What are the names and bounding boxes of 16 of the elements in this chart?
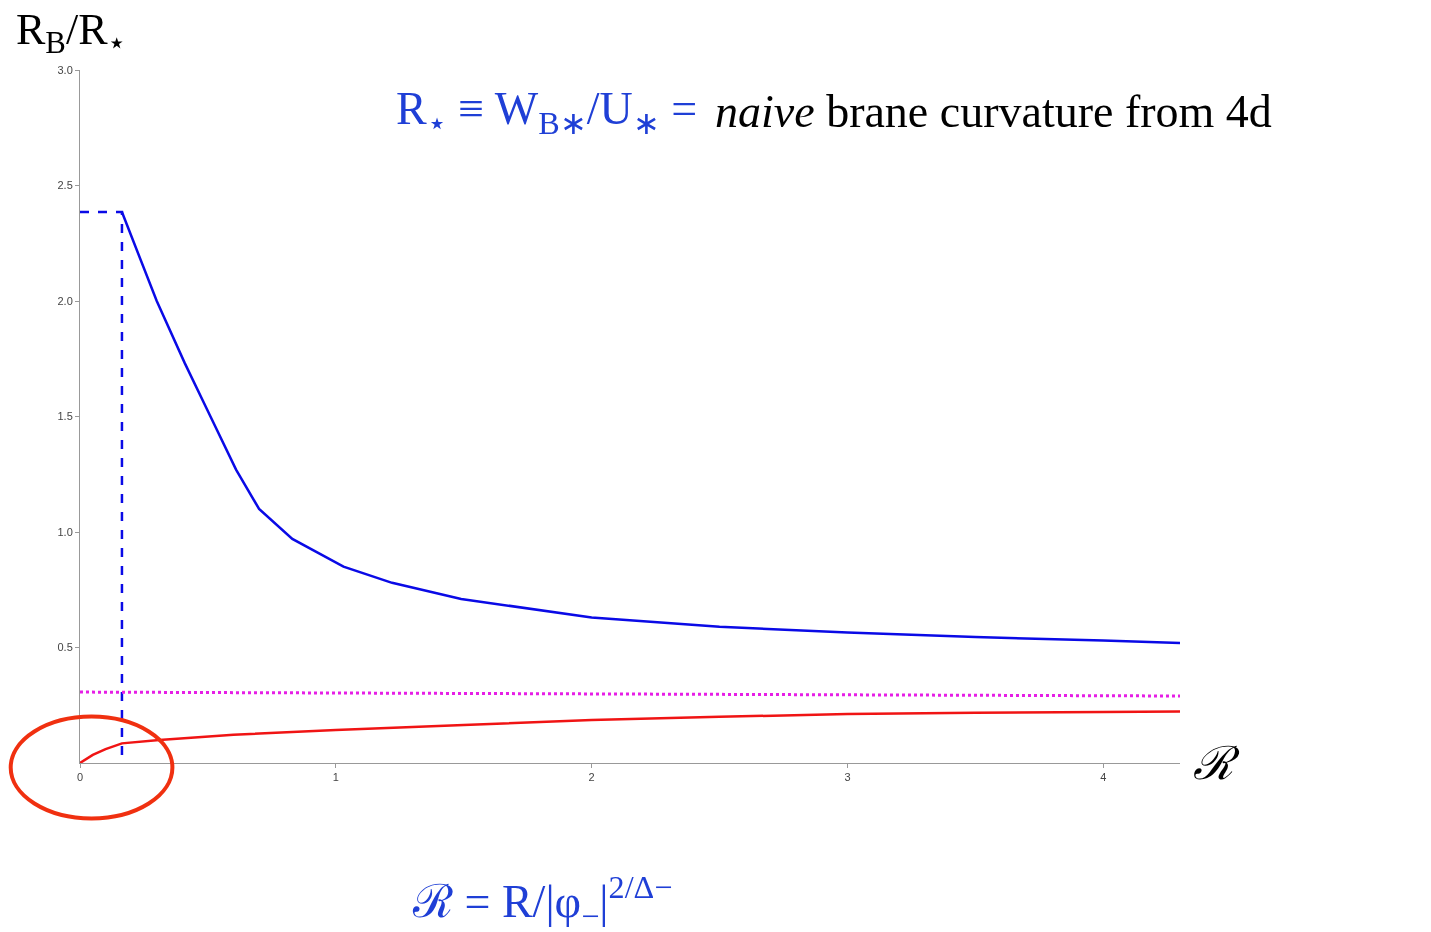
annotation: naive brane curvature from 4d (715, 86, 1272, 137)
annotation: R$_{⋆}$ ≡ W$_{B∗}$/U$_{∗}$ = (396, 83, 698, 141)
y-tick-label: 1.0 (57, 525, 73, 538)
x-tick-label: 4 (1100, 771, 1107, 784)
y-tick-label: 2.5 (57, 179, 73, 192)
y-tick-label: 3.0 (57, 63, 73, 76)
y-tick-label: 2.0 (57, 294, 73, 307)
text: ℛ = R/|φ$_{−}$|$^{2/Δ−}$ (412, 869, 673, 932)
x-axis-title: ℛ (1193, 738, 1240, 789)
y-axis-title: R$_{B}$/R$_{⋆}$ (16, 5, 127, 61)
y-tick-label: 1.5 (57, 410, 73, 423)
y-tick-label: 0.5 (57, 641, 73, 654)
x-tick-label: 2 (588, 771, 595, 784)
x-tick-label: 1 (332, 771, 339, 784)
x-tick-label: 3 (844, 771, 851, 784)
x-tick-label: 0 (76, 771, 84, 784)
